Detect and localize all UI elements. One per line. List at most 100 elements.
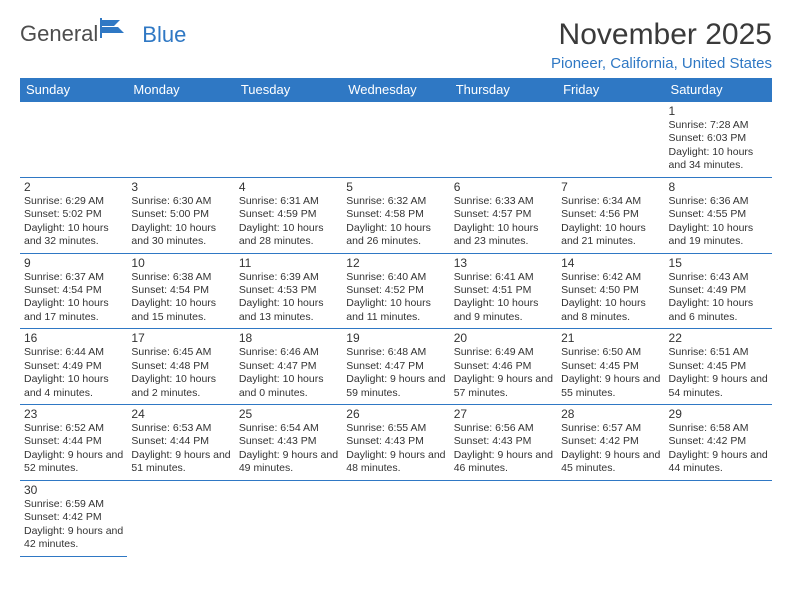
calendar-cell: 17Sunrise: 6:45 AMSunset: 4:48 PMDayligh… [127,329,234,405]
logo-text-blue: Blue [142,25,186,45]
day-number: 29 [669,407,768,421]
calendar-cell: 28Sunrise: 6:57 AMSunset: 4:42 PMDayligh… [557,405,664,481]
day-number: 23 [24,407,123,421]
day-info: Sunrise: 6:32 AMSunset: 4:58 PMDaylight:… [346,195,445,249]
day-number: 20 [454,331,553,345]
day-info: Sunrise: 6:58 AMSunset: 4:42 PMDaylight:… [669,422,768,476]
calendar-cell: 18Sunrise: 6:46 AMSunset: 4:47 PMDayligh… [235,329,342,405]
calendar-cell: 23Sunrise: 6:52 AMSunset: 4:44 PMDayligh… [20,405,127,481]
day-info: Sunrise: 6:53 AMSunset: 4:44 PMDaylight:… [131,422,230,476]
day-info: Sunrise: 6:56 AMSunset: 4:43 PMDaylight:… [454,422,553,476]
day-number: 6 [454,180,553,194]
calendar-week: 9Sunrise: 6:37 AMSunset: 4:54 PMDaylight… [20,253,772,329]
day-number: 15 [669,256,768,270]
title-block: November 2025 Pioneer, California, Unite… [551,18,772,72]
day-info: Sunrise: 6:44 AMSunset: 4:49 PMDaylight:… [24,346,123,400]
day-number: 16 [24,331,123,345]
calendar-cell: 8Sunrise: 6:36 AMSunset: 4:55 PMDaylight… [665,177,772,253]
calendar-cell-empty [20,102,127,178]
calendar-cell-empty [557,480,664,556]
calendar-week: 30Sunrise: 6:59 AMSunset: 4:42 PMDayligh… [20,480,772,556]
calendar-cell-empty [342,102,449,178]
day-info: Sunrise: 6:52 AMSunset: 4:44 PMDaylight:… [24,422,123,476]
day-header: Tuesday [235,78,342,102]
day-info: Sunrise: 6:45 AMSunset: 4:48 PMDaylight:… [131,346,230,400]
calendar-cell-empty [127,102,234,178]
calendar-cell: 24Sunrise: 6:53 AMSunset: 4:44 PMDayligh… [127,405,234,481]
day-number: 2 [24,180,123,194]
calendar-week: 2Sunrise: 6:29 AMSunset: 5:02 PMDaylight… [20,177,772,253]
calendar-cell: 10Sunrise: 6:38 AMSunset: 4:54 PMDayligh… [127,253,234,329]
calendar-cell-empty [342,480,449,556]
calendar-table: SundayMondayTuesdayWednesdayThursdayFrid… [20,78,772,557]
day-number: 11 [239,256,338,270]
calendar-week: 23Sunrise: 6:52 AMSunset: 4:44 PMDayligh… [20,405,772,481]
day-header: Wednesday [342,78,449,102]
logo-text-general: General [20,23,98,45]
day-info: Sunrise: 6:34 AMSunset: 4:56 PMDaylight:… [561,195,660,249]
calendar-cell: 30Sunrise: 6:59 AMSunset: 4:42 PMDayligh… [20,480,127,556]
day-info: Sunrise: 6:30 AMSunset: 5:00 PMDaylight:… [131,195,230,249]
calendar-cell: 7Sunrise: 6:34 AMSunset: 4:56 PMDaylight… [557,177,664,253]
day-header: Monday [127,78,234,102]
day-info: Sunrise: 6:41 AMSunset: 4:51 PMDaylight:… [454,271,553,325]
day-info: Sunrise: 6:48 AMSunset: 4:47 PMDaylight:… [346,346,445,400]
calendar-cell: 29Sunrise: 6:58 AMSunset: 4:42 PMDayligh… [665,405,772,481]
header: General Blue November 2025 Pioneer, Cali… [20,18,772,72]
day-number: 25 [239,407,338,421]
day-info: Sunrise: 6:54 AMSunset: 4:43 PMDaylight:… [239,422,338,476]
day-info: Sunrise: 6:31 AMSunset: 4:59 PMDaylight:… [239,195,338,249]
calendar-week: 1Sunrise: 7:28 AMSunset: 6:03 PMDaylight… [20,102,772,178]
calendar-cell-empty [665,480,772,556]
location: Pioneer, California, United States [551,55,772,72]
day-header: Thursday [450,78,557,102]
day-number: 5 [346,180,445,194]
calendar-cell: 12Sunrise: 6:40 AMSunset: 4:52 PMDayligh… [342,253,449,329]
calendar-page: General Blue November 2025 Pioneer, Cali… [0,0,792,612]
calendar-cell-empty [450,480,557,556]
calendar-cell: 11Sunrise: 6:39 AMSunset: 4:53 PMDayligh… [235,253,342,329]
day-number: 12 [346,256,445,270]
calendar-cell-empty [235,480,342,556]
calendar-cell: 5Sunrise: 6:32 AMSunset: 4:58 PMDaylight… [342,177,449,253]
day-info: Sunrise: 6:40 AMSunset: 4:52 PMDaylight:… [346,271,445,325]
day-info: Sunrise: 6:39 AMSunset: 4:53 PMDaylight:… [239,271,338,325]
calendar-cell: 9Sunrise: 6:37 AMSunset: 4:54 PMDaylight… [20,253,127,329]
day-info: Sunrise: 6:43 AMSunset: 4:49 PMDaylight:… [669,271,768,325]
calendar-cell-empty [127,480,234,556]
calendar-cell: 6Sunrise: 6:33 AMSunset: 4:57 PMDaylight… [450,177,557,253]
day-header: Friday [557,78,664,102]
day-info: Sunrise: 6:37 AMSunset: 4:54 PMDaylight:… [24,271,123,325]
day-number: 18 [239,331,338,345]
calendar-cell: 21Sunrise: 6:50 AMSunset: 4:45 PMDayligh… [557,329,664,405]
day-info: Sunrise: 6:29 AMSunset: 5:02 PMDaylight:… [24,195,123,249]
day-info: Sunrise: 6:33 AMSunset: 4:57 PMDaylight:… [454,195,553,249]
calendar-cell: 26Sunrise: 6:55 AMSunset: 4:43 PMDayligh… [342,405,449,481]
calendar-cell: 15Sunrise: 6:43 AMSunset: 4:49 PMDayligh… [665,253,772,329]
calendar-cell: 2Sunrise: 6:29 AMSunset: 5:02 PMDaylight… [20,177,127,253]
day-number: 26 [346,407,445,421]
day-number: 9 [24,256,123,270]
calendar-cell: 20Sunrise: 6:49 AMSunset: 4:46 PMDayligh… [450,329,557,405]
day-number: 22 [669,331,768,345]
flag-icon [98,18,128,45]
month-title: November 2025 [551,18,772,51]
calendar-cell: 22Sunrise: 6:51 AMSunset: 4:45 PMDayligh… [665,329,772,405]
day-number: 8 [669,180,768,194]
day-info: Sunrise: 6:51 AMSunset: 4:45 PMDaylight:… [669,346,768,400]
day-info: Sunrise: 6:55 AMSunset: 4:43 PMDaylight:… [346,422,445,476]
day-number: 1 [669,104,768,118]
calendar-cell: 27Sunrise: 6:56 AMSunset: 4:43 PMDayligh… [450,405,557,481]
day-header: Saturday [665,78,772,102]
day-number: 24 [131,407,230,421]
day-number: 28 [561,407,660,421]
day-info: Sunrise: 6:38 AMSunset: 4:54 PMDaylight:… [131,271,230,325]
calendar-cell: 16Sunrise: 6:44 AMSunset: 4:49 PMDayligh… [20,329,127,405]
day-info: Sunrise: 6:49 AMSunset: 4:46 PMDaylight:… [454,346,553,400]
day-info: Sunrise: 6:46 AMSunset: 4:47 PMDaylight:… [239,346,338,400]
day-number: 30 [24,483,123,497]
day-number: 14 [561,256,660,270]
calendar-cell: 1Sunrise: 7:28 AMSunset: 6:03 PMDaylight… [665,102,772,178]
day-number: 17 [131,331,230,345]
logo: General Blue [20,18,186,45]
